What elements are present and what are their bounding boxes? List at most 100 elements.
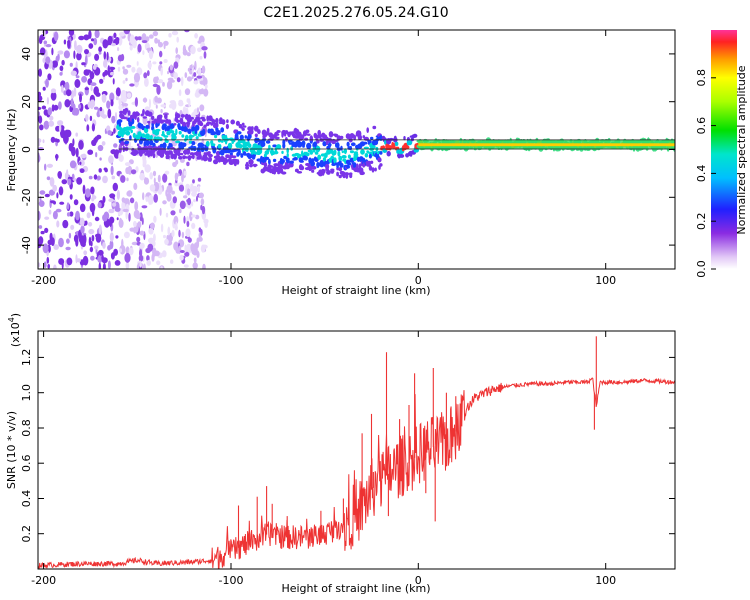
spectrogram-cell — [44, 193, 50, 198]
spectrogram-cell — [153, 76, 158, 84]
spectrogram-cell — [169, 103, 173, 109]
spectrogram-cell — [106, 51, 109, 61]
spectrogram-cell — [153, 215, 157, 223]
spectrogram-band-cell — [251, 150, 257, 156]
snr-series — [38, 336, 675, 569]
spectrogram-band-cell — [370, 160, 374, 164]
spectrogram-band-cell — [213, 159, 219, 165]
spectrogram-cell — [50, 91, 57, 101]
spectrogram-cell — [56, 220, 60, 228]
colorbar-label: Normalized spectral amplitude — [735, 65, 748, 234]
spectrogram-band-cell — [131, 118, 135, 125]
spectrogram-cell — [203, 51, 207, 59]
spectrogram-band-cell — [350, 142, 356, 147]
spectrogram-band-cell — [203, 124, 207, 128]
spectrogram-cell — [174, 172, 179, 181]
svg-text:(x104): (x104) — [7, 313, 22, 347]
spectrogram-cell — [63, 50, 70, 59]
spectrogram-cell — [39, 190, 46, 195]
spectrogram-cell — [164, 238, 169, 245]
spectrogram-cell — [152, 83, 159, 88]
spectrogram-cell — [199, 104, 205, 112]
spectrogram-cell — [38, 200, 45, 208]
spectrogram-cell — [146, 47, 153, 51]
spectrogram-cell — [186, 98, 190, 103]
spectrogram-cell — [118, 104, 123, 111]
spectrogram-band-cell — [250, 126, 254, 131]
spectrogram-cell — [109, 216, 115, 224]
spectrogram-cell — [97, 202, 102, 209]
spectrogram-cell — [102, 262, 106, 269]
spectrogram-cell — [152, 170, 157, 177]
spectrogram-band-cell — [379, 151, 383, 155]
spectrogram-band-cell — [217, 144, 222, 149]
spectrogram-cell — [102, 214, 108, 222]
spectrogram-cell — [204, 220, 208, 228]
spectrogram-cell — [58, 101, 62, 110]
spectrogram-cell — [61, 59, 65, 66]
spectrogram-cell — [129, 197, 135, 204]
spectrogram-band-cell — [210, 143, 216, 147]
spectrogram-cell — [180, 76, 184, 87]
spectrogram-cell — [75, 210, 80, 221]
spectrogram-cell — [142, 158, 147, 166]
spectrogram-cell — [91, 234, 95, 242]
spectrogram-band-cell — [277, 171, 281, 175]
spectrogram-band-cell — [320, 162, 324, 165]
spectrogram-band-cell — [191, 141, 196, 146]
spectrogram-cell — [182, 49, 188, 56]
spectrogram-cell — [116, 217, 119, 221]
spectrogram-cell — [84, 87, 90, 91]
spectrogram-cell — [184, 244, 187, 253]
spectrogram-band-cell — [220, 127, 225, 133]
spectrogram-band-cell — [182, 126, 188, 132]
spectrogram-band-cell — [182, 121, 187, 127]
spectrogram-cell — [70, 98, 74, 108]
spectrogram-cell — [191, 74, 194, 80]
spectrogram-cell — [197, 67, 202, 76]
spectrogram-cell — [176, 36, 179, 43]
spectrogram-band-cell — [333, 152, 337, 156]
spectrogram-cell — [56, 138, 60, 143]
spectrogram-cell — [146, 70, 150, 77]
spectrogram-cell — [166, 80, 173, 90]
spectrogram-cell — [65, 89, 72, 97]
spectrogram-cell — [178, 184, 185, 192]
spectrogram-band-cell — [316, 139, 320, 144]
spectrogram-band-cell — [251, 154, 256, 160]
spectrogram-cell — [101, 141, 106, 146]
spectrogram-cell — [38, 210, 41, 221]
spectrogram-cell — [64, 129, 71, 138]
spectrogram-cell — [88, 222, 93, 227]
spectrogram-band-cell — [286, 153, 289, 158]
spectrogram-cell — [43, 120, 50, 130]
spectrogram-cell — [88, 175, 93, 180]
spectrogram-cell — [48, 209, 52, 215]
spectrogram-cell — [75, 147, 79, 158]
spectrogram-cell — [109, 208, 113, 213]
spectrogram-cell — [63, 90, 67, 96]
spectrogram-band-cell — [212, 147, 217, 154]
spectrogram-band-cell — [300, 165, 305, 171]
colorbar-ticks: 0.0 0.2 0.4 0.6 0.8 — [695, 69, 716, 278]
spectrogram-cell — [201, 65, 206, 74]
spectrogram-cell — [175, 221, 178, 230]
spectrogram-band-cell — [245, 163, 250, 167]
spectrogram-cell — [175, 47, 178, 54]
spectrogram-cell — [48, 120, 55, 127]
spectrogram-x-ticks: -200 -100 0 100 — [31, 30, 616, 287]
spectrogram-cell — [142, 263, 146, 269]
spectrogram-cell — [41, 105, 47, 110]
spectrogram-cell — [193, 257, 197, 263]
snr-y-tick-label: 1.2 — [20, 349, 33, 367]
spectrogram-cell — [113, 32, 117, 39]
spectrogram-band-cell — [129, 135, 132, 141]
spectrogram-x-tick-label: -100 — [219, 274, 244, 287]
spectrogram-cell — [129, 83, 135, 87]
spectrogram-cell — [118, 32, 126, 37]
spectrogram-cell — [49, 115, 54, 121]
spectrogram-cell — [64, 99, 71, 108]
spectrogram-band-cell — [268, 144, 271, 150]
spectrogram-cell — [190, 214, 197, 218]
spectrogram-cell — [107, 108, 112, 119]
